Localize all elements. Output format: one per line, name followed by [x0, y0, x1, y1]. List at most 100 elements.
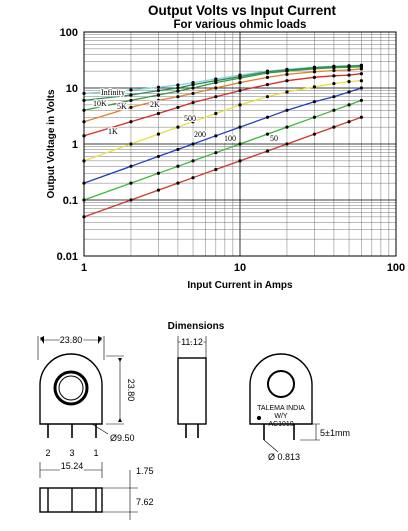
data-point	[176, 86, 180, 90]
data-point	[285, 108, 289, 112]
data-point	[214, 151, 218, 155]
data-point	[129, 142, 133, 146]
data-point	[156, 154, 161, 159]
y-tick-label: 100	[60, 27, 78, 39]
data-point	[176, 83, 180, 87]
data-point	[347, 103, 351, 107]
data-point	[285, 90, 289, 94]
front-width-label: 23.80	[60, 335, 83, 345]
series-label-200: 200	[194, 130, 206, 139]
data-point	[347, 120, 351, 124]
series-line-100	[83, 99, 362, 201]
y-tick-label: 10	[66, 83, 78, 95]
data-point	[285, 69, 289, 73]
data-point	[238, 159, 242, 163]
marking-view	[249, 353, 320, 453]
pin-spacing-label: 15.24	[61, 461, 84, 471]
series-label-infinity: Infinity	[101, 88, 125, 97]
data-point	[332, 108, 336, 112]
data-point	[214, 86, 218, 90]
data-point	[312, 132, 317, 136]
front-view	[37, 336, 124, 438]
bottom-offset-label: 1.75	[136, 466, 154, 476]
data-point	[238, 142, 242, 146]
data-point	[312, 115, 317, 119]
data-point	[332, 95, 336, 99]
series-label-2k: 2K	[150, 100, 160, 109]
data-point	[265, 71, 270, 75]
chart-subtitle: For various ohmic loads	[174, 19, 307, 31]
data-point	[176, 147, 180, 152]
y-axis-label: Output Voltage in Volts	[46, 89, 57, 199]
data-point	[265, 149, 270, 153]
data-point	[191, 86, 195, 90]
bottom-view	[39, 462, 138, 520]
data-point	[285, 142, 289, 146]
data-point	[332, 74, 336, 78]
data-point	[156, 85, 161, 89]
data-point	[191, 142, 195, 146]
series-label-100: 100	[224, 134, 236, 143]
x-tick-label: 1	[81, 262, 87, 274]
data-point	[285, 72, 289, 76]
data-point	[176, 105, 180, 110]
data-point	[156, 188, 161, 192]
y-tick-label: 0.01	[57, 251, 78, 263]
data-point	[265, 95, 270, 99]
series-group	[82, 63, 363, 219]
data-point	[347, 80, 351, 84]
data-point	[129, 93, 133, 97]
data-point	[332, 68, 336, 73]
data-point	[176, 125, 180, 129]
side-view	[177, 336, 207, 438]
data-point	[238, 80, 242, 85]
data-point	[129, 120, 133, 124]
data-point	[347, 68, 351, 72]
chart-title: Output Volts vs Input Current	[148, 3, 336, 18]
data-point	[265, 115, 270, 119]
data-point	[332, 81, 336, 86]
data-point	[265, 75, 270, 79]
series-label-10k: 10K	[93, 99, 107, 108]
line-chart: Output Volts vs Input Current For variou…	[46, 3, 405, 291]
data-point	[332, 125, 336, 129]
data-point	[176, 95, 180, 99]
marking-line-3: AC1010	[268, 421, 293, 428]
data-point	[265, 83, 270, 87]
data-point	[238, 88, 242, 93]
data-point	[191, 100, 195, 105]
data-point	[359, 115, 363, 119]
y-axis-ticks: 100 10 1 0.1 0.01	[57, 27, 78, 263]
data-point	[312, 67, 317, 71]
data-point	[359, 72, 363, 76]
data-point	[156, 171, 161, 175]
data-point	[82, 159, 86, 163]
data-point	[129, 164, 133, 168]
data-point	[129, 88, 133, 92]
pin-length-label: 5±1mm	[320, 428, 350, 438]
data-point	[214, 134, 218, 138]
data-point	[191, 176, 195, 180]
x-tick-label: 100	[387, 262, 405, 274]
front-height-label: 23.80	[126, 379, 136, 402]
data-point	[359, 98, 363, 103]
data-point	[191, 159, 195, 163]
data-point	[214, 167, 218, 172]
data-point	[156, 88, 161, 93]
marking-line-1: TALEMA INDIA	[257, 405, 305, 412]
data-point	[214, 95, 218, 99]
data-point	[359, 86, 363, 90]
data-point	[191, 120, 195, 124]
series-label-1k: 1K	[108, 127, 118, 136]
y-tick-label: 0.1	[63, 195, 78, 207]
pin-diameter-label: Ø 0.813	[268, 452, 300, 462]
data-point	[82, 120, 86, 124]
pin-label-1: 1	[93, 448, 98, 458]
data-point	[214, 80, 218, 85]
data-point	[214, 111, 218, 116]
series-label-500: 500	[184, 114, 196, 123]
data-point	[359, 79, 363, 83]
series-labels: Infinity 10K 5K 2K 1K 500 200 100 50	[92, 87, 280, 145]
side-width-label: 11.12	[181, 337, 203, 347]
series-label-50: 50	[270, 134, 278, 143]
